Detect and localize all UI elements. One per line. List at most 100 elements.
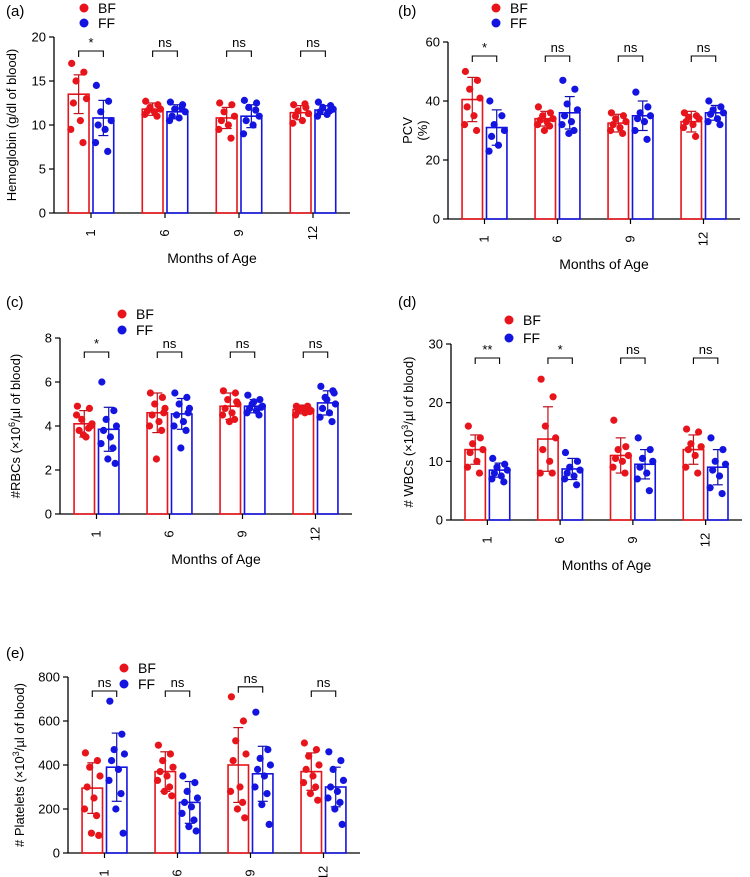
significance-bracket <box>229 351 256 358</box>
data-point-bf <box>216 99 224 107</box>
significance-bracket <box>617 55 644 62</box>
x-tick-label: 6 <box>550 235 565 242</box>
panel-letter: (e) <box>6 645 24 662</box>
data-point-bf <box>298 117 306 125</box>
data-point-ff <box>106 433 115 441</box>
data-point-bf <box>76 117 84 125</box>
legend-label-ff: FF <box>523 330 540 346</box>
significance-label: * <box>558 342 563 357</box>
data-point-ff <box>333 787 342 796</box>
data-point-ff <box>180 798 189 807</box>
significance-label: ns <box>236 336 250 351</box>
significance-bracket <box>544 55 571 62</box>
data-point-bf <box>697 443 705 451</box>
y-tick-label: 800 <box>38 670 60 685</box>
legend-label-ff: FF <box>136 322 153 338</box>
data-point-ff <box>165 117 174 125</box>
data-point-bf <box>618 129 627 138</box>
data-point-bf <box>546 457 554 465</box>
significance-label: * <box>88 35 93 50</box>
data-point-bf <box>466 85 474 93</box>
data-point-ff <box>331 805 339 813</box>
y-tick-label: 20 <box>429 395 443 410</box>
data-point-bf <box>90 794 98 802</box>
data-point-bf <box>83 783 91 791</box>
legend-marker-bf <box>79 3 89 13</box>
y-tick-label: 5 <box>39 162 46 177</box>
data-point-ff <box>501 460 509 468</box>
data-point-ff <box>719 446 727 454</box>
data-point-bf <box>220 108 228 116</box>
data-point-ff <box>249 121 257 129</box>
data-point-bf <box>694 469 702 477</box>
data-point-ff <box>97 108 105 116</box>
data-point-bf <box>612 115 620 123</box>
bar-ff-12 <box>704 112 727 220</box>
data-point-ff <box>488 475 496 483</box>
data-point-bf <box>160 787 169 796</box>
x-axis-label: Months of Age <box>167 250 257 266</box>
significance-label: ns <box>306 35 320 50</box>
x-tick-label: 1 <box>479 536 494 543</box>
data-point-bf <box>694 428 703 436</box>
bar-bf-12 <box>292 408 315 515</box>
data-point-bf <box>156 105 165 113</box>
x-tick-label: 9 <box>231 229 246 236</box>
data-point-ff <box>490 121 498 129</box>
data-point-bf <box>609 121 617 129</box>
data-point-bf <box>533 121 542 129</box>
data-point-bf <box>87 829 96 837</box>
significance-bracket <box>300 50 326 57</box>
data-point-ff <box>101 125 109 133</box>
data-point-ff <box>98 378 106 386</box>
data-point-ff <box>646 112 655 120</box>
data-point-bf <box>166 750 175 758</box>
data-point-ff <box>643 469 651 477</box>
data-point-bf <box>95 831 103 840</box>
legend-marker-bf <box>504 315 514 325</box>
data-point-ff <box>112 422 121 430</box>
data-point-bf <box>475 469 484 477</box>
data-point-ff <box>704 118 712 126</box>
data-point-bf <box>79 431 88 439</box>
data-point-ff <box>256 754 264 763</box>
y-tick-label: 40 <box>426 94 440 109</box>
data-point-bf <box>239 717 248 725</box>
data-point-ff <box>183 787 191 796</box>
data-point-ff <box>114 765 123 774</box>
x-tick-label: 12 <box>305 226 320 240</box>
data-point-ff <box>252 106 260 114</box>
data-point-bf <box>78 415 86 423</box>
data-point-bf <box>221 404 229 412</box>
data-point-bf <box>312 746 321 754</box>
data-point-ff <box>576 466 584 474</box>
y-axis-label-superscript: 3 <box>11 751 21 756</box>
data-point-ff <box>255 112 263 120</box>
data-point-ff <box>255 411 263 419</box>
data-point-bf <box>163 772 171 780</box>
y-axis-label-part: # WBCs (×10 <box>401 430 416 508</box>
data-point-ff <box>326 107 334 115</box>
y-tick-label: 20 <box>426 153 440 168</box>
data-point-ff <box>323 396 331 404</box>
legend-label-bf: BF <box>98 0 116 16</box>
data-point-bf <box>479 446 487 454</box>
y-tick-label: 60 <box>426 35 440 50</box>
x-tick-label: 12 <box>698 533 713 547</box>
data-point-bf <box>298 405 307 414</box>
significance-bracket <box>237 686 264 693</box>
data-point-ff <box>252 708 260 716</box>
data-point-bf <box>215 125 223 133</box>
legend-marker-ff <box>79 18 89 28</box>
data-point-ff <box>187 803 196 811</box>
data-point-ff <box>646 446 654 454</box>
data-point-bf <box>682 425 691 433</box>
x-tick-label: 9 <box>243 869 258 876</box>
significance-bracket <box>690 55 717 62</box>
y-axis-label: Hemoglobin (g/dl of blood) <box>4 49 19 201</box>
legend-marker-ff <box>117 325 127 335</box>
data-point-ff <box>339 776 348 785</box>
x-tick-label: 6 <box>157 229 172 236</box>
data-point-ff <box>242 117 250 125</box>
data-point-bf <box>92 812 101 820</box>
